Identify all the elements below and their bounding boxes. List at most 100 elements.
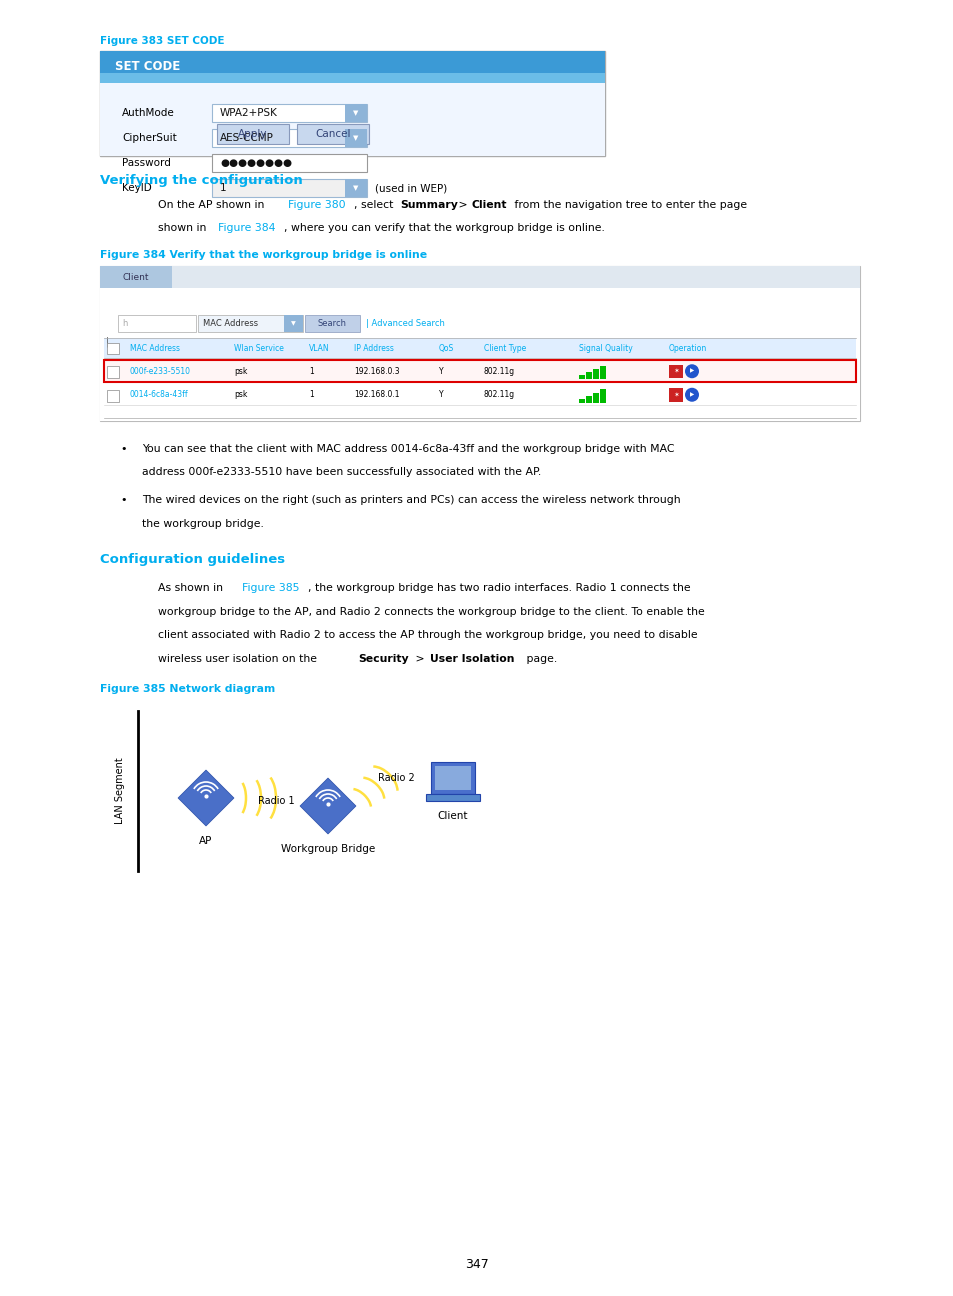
FancyBboxPatch shape	[435, 766, 471, 791]
Text: Figure 383 SET CODE: Figure 383 SET CODE	[100, 36, 224, 45]
FancyBboxPatch shape	[212, 128, 367, 148]
Text: , where you can verify that the workgroup bridge is online.: , where you can verify that the workgrou…	[284, 223, 605, 233]
Text: 802.11g: 802.11g	[483, 390, 515, 399]
Text: Client: Client	[471, 200, 506, 210]
Text: from the navigation tree to enter the page: from the navigation tree to enter the pa…	[511, 200, 746, 210]
FancyBboxPatch shape	[668, 389, 682, 402]
FancyBboxPatch shape	[345, 179, 367, 197]
Bar	[599, 390, 605, 403]
Polygon shape	[178, 770, 233, 826]
Text: Workgroup Bridge: Workgroup Bridge	[280, 844, 375, 854]
Text: ▶: ▶	[689, 369, 694, 373]
FancyBboxPatch shape	[104, 384, 855, 406]
Text: Password: Password	[122, 158, 171, 168]
Text: Apply: Apply	[238, 130, 268, 139]
Text: 192.168.0.3: 192.168.0.3	[354, 367, 399, 376]
Bar	[593, 369, 598, 378]
FancyBboxPatch shape	[107, 365, 119, 378]
Text: MAC Address: MAC Address	[130, 343, 180, 353]
Polygon shape	[299, 778, 355, 835]
Text: IP Address: IP Address	[354, 343, 394, 353]
FancyBboxPatch shape	[212, 104, 367, 122]
Text: 1: 1	[309, 390, 314, 399]
Text: |: |	[106, 336, 110, 347]
Text: Client: Client	[123, 273, 149, 283]
Text: Configuration guidelines: Configuration guidelines	[100, 553, 285, 566]
Text: shown in: shown in	[158, 223, 210, 233]
Text: MAC Address: MAC Address	[203, 319, 258, 328]
Text: VLAN: VLAN	[309, 343, 330, 353]
Text: Cancel: Cancel	[314, 130, 351, 139]
Text: ▶: ▶	[689, 393, 694, 398]
Text: You can see that the client with MAC address 0014-6c8a-43ff and the workgroup br: You can see that the client with MAC add…	[142, 443, 674, 454]
Text: Y: Y	[438, 390, 443, 399]
Text: On the AP shown in: On the AP shown in	[158, 200, 268, 210]
Text: Verifying the configuration: Verifying the configuration	[100, 174, 302, 187]
Bar	[585, 372, 591, 378]
Text: (used in WEP): (used in WEP)	[375, 183, 447, 193]
FancyBboxPatch shape	[107, 390, 119, 402]
Text: workgroup bridge to the AP, and Radio 2 connects the workgroup bridge to the cli: workgroup bridge to the AP, and Radio 2 …	[158, 607, 704, 617]
FancyBboxPatch shape	[198, 315, 303, 332]
FancyBboxPatch shape	[100, 267, 172, 289]
Text: ▼: ▼	[353, 110, 358, 117]
Text: wireless user isolation on the: wireless user isolation on the	[158, 654, 320, 664]
Circle shape	[684, 364, 699, 378]
Text: •: •	[120, 495, 127, 505]
Text: psk: psk	[233, 367, 247, 376]
Text: the workgroup bridge.: the workgroup bridge.	[142, 518, 264, 529]
Text: ▼: ▼	[353, 135, 358, 141]
Bar	[599, 365, 605, 378]
Text: User Isolation: User Isolation	[429, 654, 514, 664]
Text: address 000f-e2333-5510 have been successfully associated with the AP.: address 000f-e2333-5510 have been succes…	[142, 467, 540, 477]
FancyBboxPatch shape	[212, 179, 367, 197]
FancyBboxPatch shape	[216, 124, 289, 144]
FancyBboxPatch shape	[284, 315, 303, 332]
Text: , the workgroup bridge has two radio interfaces. Radio 1 connects the: , the workgroup bridge has two radio int…	[308, 583, 690, 594]
Text: ▼: ▼	[353, 185, 358, 191]
Text: ●●●●●●●●: ●●●●●●●●	[220, 158, 292, 168]
FancyBboxPatch shape	[100, 51, 604, 83]
Text: 000f-e233-5510: 000f-e233-5510	[130, 367, 191, 376]
FancyBboxPatch shape	[107, 342, 119, 355]
FancyBboxPatch shape	[104, 360, 855, 382]
FancyBboxPatch shape	[345, 128, 367, 148]
Text: ✶: ✶	[673, 368, 679, 375]
Text: WPA2+PSK: WPA2+PSK	[220, 108, 277, 118]
Text: Figure 385 Network diagram: Figure 385 Network diagram	[100, 684, 275, 693]
Text: AuthMode: AuthMode	[122, 108, 174, 118]
FancyBboxPatch shape	[100, 267, 859, 421]
Text: The wired devices on the right (such as printers and PCs) can access the wireles: The wired devices on the right (such as …	[142, 495, 679, 505]
Text: Radio 1: Radio 1	[258, 796, 294, 806]
FancyBboxPatch shape	[118, 315, 195, 332]
Text: Search: Search	[317, 319, 347, 328]
Text: 192.168.0.1: 192.168.0.1	[354, 390, 399, 399]
Text: AP: AP	[199, 836, 213, 846]
Bar	[578, 398, 584, 403]
Text: Figure 384: Figure 384	[218, 223, 275, 233]
Text: •: •	[120, 443, 127, 454]
Text: page.: page.	[522, 654, 557, 664]
Text: Signal Quality: Signal Quality	[578, 343, 632, 353]
Bar	[593, 393, 598, 403]
Text: 1: 1	[220, 183, 227, 193]
Text: LAN Segment: LAN Segment	[115, 758, 125, 824]
Text: Client: Client	[437, 811, 468, 820]
Text: ✶: ✶	[673, 391, 679, 398]
Text: 347: 347	[465, 1257, 488, 1270]
Text: Client Type: Client Type	[483, 343, 526, 353]
Text: 802.11g: 802.11g	[483, 367, 515, 376]
FancyBboxPatch shape	[104, 338, 855, 359]
Text: Figure 384 Verify that the workgroup bridge is online: Figure 384 Verify that the workgroup bri…	[100, 250, 427, 260]
Text: Summary: Summary	[399, 200, 457, 210]
Text: | Advanced Search: | Advanced Search	[366, 319, 444, 328]
FancyBboxPatch shape	[431, 762, 475, 794]
Text: Operation: Operation	[668, 343, 706, 353]
FancyBboxPatch shape	[668, 365, 682, 378]
Bar	[578, 375, 584, 378]
Text: psk: psk	[233, 390, 247, 399]
Text: SET CODE: SET CODE	[115, 61, 180, 74]
Text: Figure 385: Figure 385	[242, 583, 299, 594]
FancyBboxPatch shape	[100, 51, 604, 156]
Text: Y: Y	[438, 367, 443, 376]
